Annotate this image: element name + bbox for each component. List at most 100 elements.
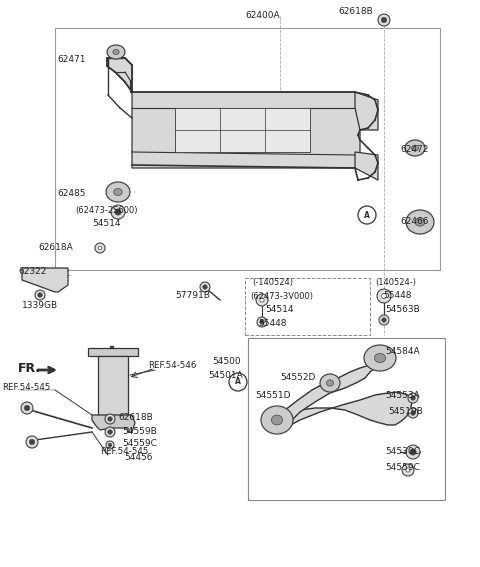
Text: 62618B: 62618B (338, 7, 373, 16)
Circle shape (256, 294, 268, 306)
Ellipse shape (374, 353, 385, 362)
Ellipse shape (271, 415, 283, 425)
Polygon shape (355, 152, 378, 180)
Circle shape (115, 209, 121, 215)
Text: 54559C: 54559C (122, 439, 157, 448)
Text: (-140524): (-140524) (252, 278, 293, 287)
Circle shape (411, 396, 415, 400)
Text: (62473-3V000): (62473-3V000) (250, 291, 313, 301)
Circle shape (105, 414, 115, 424)
Text: A: A (235, 378, 241, 387)
Polygon shape (107, 58, 132, 92)
Circle shape (377, 289, 391, 303)
Text: 62471: 62471 (57, 56, 85, 65)
Circle shape (95, 243, 105, 253)
Text: 54530C: 54530C (385, 447, 420, 456)
Ellipse shape (415, 218, 425, 226)
Text: A: A (364, 210, 370, 219)
Circle shape (382, 318, 386, 322)
Text: 54563B: 54563B (385, 306, 420, 315)
Ellipse shape (320, 374, 340, 392)
Circle shape (200, 282, 210, 292)
Circle shape (35, 290, 45, 300)
Circle shape (203, 285, 207, 289)
Text: 54514: 54514 (92, 219, 120, 229)
Circle shape (411, 411, 415, 415)
Text: 62472: 62472 (400, 146, 428, 154)
Text: 54584A: 54584A (385, 348, 420, 357)
Ellipse shape (261, 406, 293, 434)
Ellipse shape (106, 182, 130, 202)
Text: 55448: 55448 (258, 319, 287, 328)
Polygon shape (22, 268, 68, 292)
Ellipse shape (326, 380, 334, 386)
Text: 54501A: 54501A (208, 370, 243, 379)
Circle shape (106, 441, 114, 449)
Circle shape (105, 427, 115, 437)
Text: REF.54-546: REF.54-546 (148, 361, 196, 370)
Circle shape (108, 417, 112, 421)
Polygon shape (88, 348, 138, 356)
Text: 54519B: 54519B (388, 407, 423, 416)
Text: 62618A: 62618A (38, 243, 73, 252)
Circle shape (408, 408, 418, 418)
Polygon shape (132, 92, 360, 168)
Text: (140524-): (140524-) (375, 278, 416, 287)
Circle shape (408, 393, 418, 403)
Circle shape (38, 293, 42, 297)
Circle shape (260, 298, 264, 302)
Text: 54514: 54514 (265, 304, 293, 314)
Polygon shape (92, 415, 135, 432)
Text: FR.: FR. (18, 362, 41, 374)
Polygon shape (355, 92, 378, 130)
Text: (62473-2S600): (62473-2S600) (75, 205, 137, 214)
Circle shape (381, 18, 387, 23)
Bar (175, 108, 310, 152)
Text: 54500: 54500 (212, 358, 240, 366)
Bar (248, 338, 445, 500)
Circle shape (111, 205, 125, 219)
Bar (55, 28, 440, 270)
Text: 57791B: 57791B (175, 290, 210, 299)
Circle shape (29, 439, 35, 445)
Circle shape (21, 402, 33, 414)
Ellipse shape (406, 210, 434, 234)
Text: 54553A: 54553A (385, 391, 420, 400)
Circle shape (108, 430, 112, 434)
Text: 62618B: 62618B (118, 413, 153, 422)
Text: 54559C: 54559C (385, 463, 420, 472)
Text: 54559B: 54559B (122, 426, 157, 435)
Circle shape (406, 445, 420, 459)
Text: 54551D: 54551D (255, 391, 290, 400)
Text: 54552D: 54552D (280, 374, 315, 383)
Circle shape (406, 468, 410, 472)
Circle shape (382, 294, 386, 298)
Circle shape (378, 14, 390, 26)
Ellipse shape (405, 140, 425, 156)
Polygon shape (275, 392, 412, 428)
Text: 62322: 62322 (18, 268, 47, 277)
Circle shape (108, 443, 112, 447)
Ellipse shape (364, 345, 396, 371)
Text: 62485: 62485 (57, 188, 85, 197)
Ellipse shape (114, 188, 122, 196)
Ellipse shape (107, 45, 125, 59)
Circle shape (402, 464, 414, 476)
Bar (245, 278, 370, 335)
Text: 55448: 55448 (383, 291, 411, 301)
Circle shape (260, 320, 264, 324)
Text: 54456: 54456 (124, 452, 153, 462)
Circle shape (24, 405, 30, 411)
Text: 1339GB: 1339GB (22, 301, 58, 310)
Polygon shape (280, 365, 375, 428)
Text: 62466: 62466 (400, 218, 429, 226)
Circle shape (257, 317, 267, 327)
Polygon shape (98, 356, 128, 415)
Circle shape (26, 436, 38, 448)
Text: 62400A: 62400A (245, 11, 280, 20)
Text: REF.54-545: REF.54-545 (2, 383, 50, 391)
Circle shape (410, 449, 416, 455)
Ellipse shape (113, 49, 119, 54)
Circle shape (98, 246, 102, 249)
Text: REF.54-545: REF.54-545 (100, 446, 148, 455)
